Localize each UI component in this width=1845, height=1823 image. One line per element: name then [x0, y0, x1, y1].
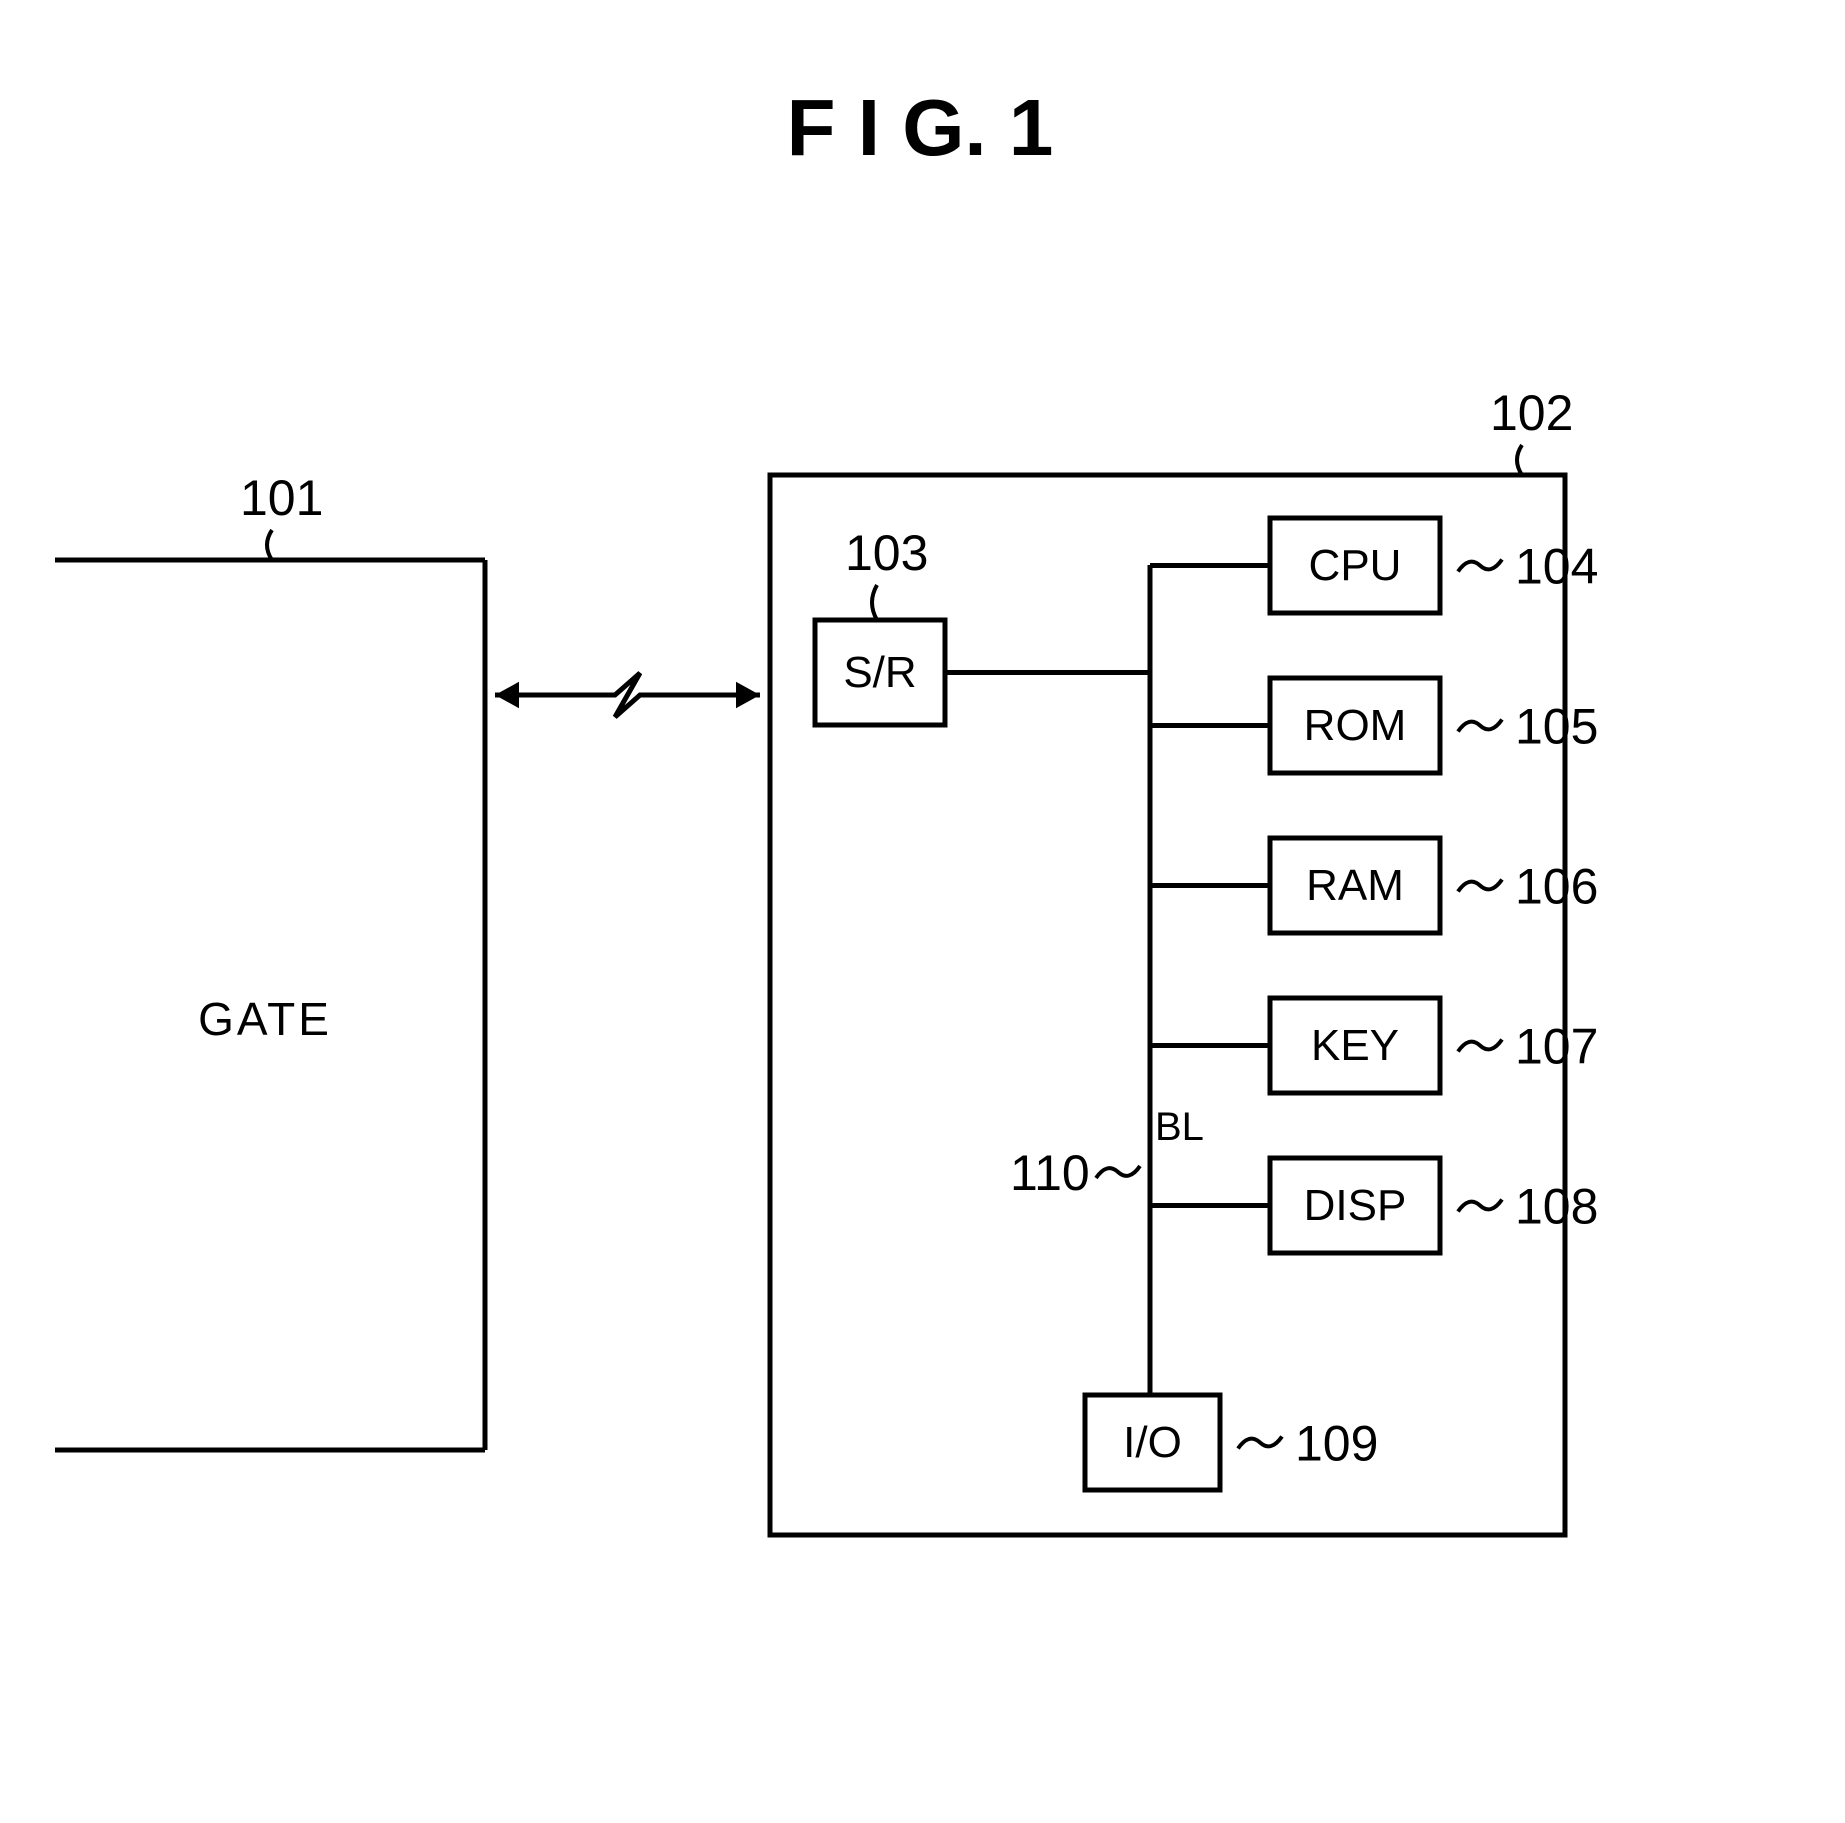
io-label: I/O: [1123, 1418, 1182, 1467]
bus-label: BL: [1155, 1105, 1204, 1149]
disp-ref-tilde: [1458, 1200, 1502, 1212]
disp-label: DISP: [1304, 1181, 1407, 1230]
rf-arrowhead-right: [736, 682, 760, 708]
rom-ref-tilde: [1458, 720, 1502, 732]
sr-ref-tick: [872, 585, 877, 620]
rf-link-arrow: [495, 673, 760, 717]
key-ref: 107: [1515, 1019, 1598, 1075]
key-ref-tilde: [1458, 1040, 1502, 1052]
bus-ref: 110: [1010, 1145, 1090, 1201]
sr-ref: 103: [845, 525, 928, 581]
cpu-label: CPU: [1309, 541, 1402, 590]
io-ref: 109: [1295, 1416, 1378, 1472]
device-box: [770, 475, 1565, 1535]
disp-ref: 108: [1515, 1179, 1598, 1235]
gate-label: GATE: [198, 993, 332, 1045]
ram-ref: 106: [1515, 859, 1598, 915]
gate-ref: 101: [240, 470, 323, 526]
rom-ref: 105: [1515, 699, 1598, 755]
rom-label: ROM: [1304, 701, 1407, 750]
cpu-ref: 104: [1515, 539, 1598, 595]
cpu-ref-tilde: [1458, 560, 1502, 572]
device-ref: 102: [1490, 385, 1573, 441]
figure-title: F I G. 1: [787, 83, 1054, 172]
device-ref-tick: [1517, 445, 1522, 475]
rf-arrowhead-left: [495, 682, 519, 708]
io-ref-tilde: [1238, 1437, 1282, 1449]
ram-label: RAM: [1306, 861, 1404, 910]
ram-ref-tilde: [1458, 880, 1502, 892]
key-label: KEY: [1311, 1021, 1399, 1070]
gate-ref-tick: [267, 530, 272, 560]
sr-label: S/R: [843, 648, 916, 697]
bus-ref-tilde: [1096, 1166, 1140, 1178]
